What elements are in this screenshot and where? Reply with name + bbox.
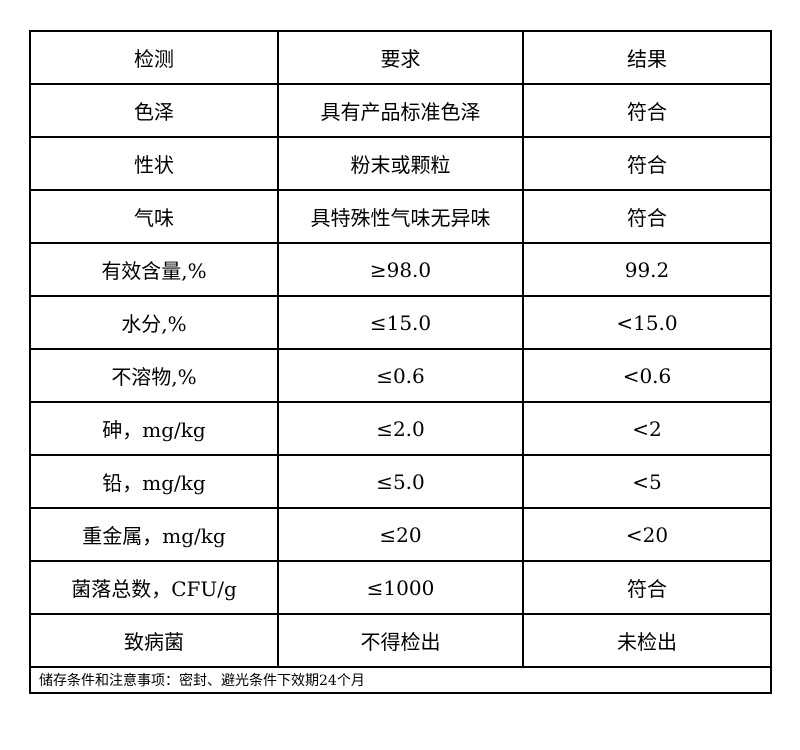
table-row: 铅，mg/kg ≤5.0 <5 [29, 454, 772, 509]
result-cell: <15.0 [522, 295, 772, 350]
result-cell: 符合 [522, 83, 772, 138]
table-row: 色泽 具有产品标准色泽 符合 [29, 83, 772, 138]
table-row: 性状 粉末或颗粒 符合 [29, 136, 772, 191]
item-cell: 气味 [29, 189, 279, 244]
table-row: 水分,% ≤15.0 <15.0 [29, 295, 772, 350]
result-cell: <5 [522, 454, 772, 509]
requirement-cell: ≤0.6 [277, 348, 524, 403]
table-row: 砷，mg/kg ≤2.0 <2 [29, 401, 772, 456]
result-cell: 符合 [522, 189, 772, 244]
note-row: 储存条件和注意事项：密封、避光条件下效期24个月 [29, 666, 772, 694]
requirement-cell: 粉末或颗粒 [277, 136, 524, 191]
table-row: 菌落总数，CFU/g ≤1000 符合 [29, 560, 772, 615]
table-row: 致病菌 不得检出 未检出 [29, 613, 772, 668]
item-cell: 重金属，mg/kg [29, 507, 279, 562]
item-cell: 菌落总数，CFU/g [29, 560, 279, 615]
requirement-cell: ≤20 [277, 507, 524, 562]
header-row: 检测 要求 结果 [29, 30, 772, 85]
table-row: 重金属，mg/kg ≤20 <20 [29, 507, 772, 562]
requirement-cell: ≤15.0 [277, 295, 524, 350]
result-cell: 符合 [522, 136, 772, 191]
storage-note: 储存条件和注意事项：密封、避光条件下效期24个月 [29, 666, 772, 694]
item-cell: 不溶物,% [29, 348, 279, 403]
table-row: 气味 具特殊性气味无异味 符合 [29, 189, 772, 244]
item-cell: 水分,% [29, 295, 279, 350]
item-cell: 致病菌 [29, 613, 279, 668]
requirement-cell: ≤2.0 [277, 401, 524, 456]
item-cell: 色泽 [29, 83, 279, 138]
requirement-cell: ≤1000 [277, 560, 524, 615]
header-requirement: 要求 [277, 30, 524, 85]
result-cell: <0.6 [522, 348, 772, 403]
header-result: 结果 [522, 30, 772, 85]
result-cell: 99.2 [522, 242, 772, 297]
requirement-cell: 不得检出 [277, 613, 524, 668]
requirement-cell: ≤5.0 [277, 454, 524, 509]
item-cell: 铅，mg/kg [29, 454, 279, 509]
result-cell: <20 [522, 507, 772, 562]
item-cell: 砷，mg/kg [29, 401, 279, 456]
header-item: 检测 [29, 30, 279, 85]
requirement-cell: 具特殊性气味无异味 [277, 189, 524, 244]
result-cell: 符合 [522, 560, 772, 615]
result-cell: <2 [522, 401, 772, 456]
requirement-cell: ≥98.0 [277, 242, 524, 297]
test-results-table: 检测 要求 结果 色泽 具有产品标准色泽 符合 性状 粉末或颗粒 符合 气味 具特殊性气味无异… [29, 30, 772, 694]
result-cell: 未检出 [522, 613, 772, 668]
item-cell: 性状 [29, 136, 279, 191]
requirement-cell: 具有产品标准色泽 [277, 83, 524, 138]
table-row: 不溶物,% ≤0.6 <0.6 [29, 348, 772, 403]
item-cell: 有效含量,% [29, 242, 279, 297]
table-row: 有效含量,% ≥98.0 99.2 [29, 242, 772, 297]
